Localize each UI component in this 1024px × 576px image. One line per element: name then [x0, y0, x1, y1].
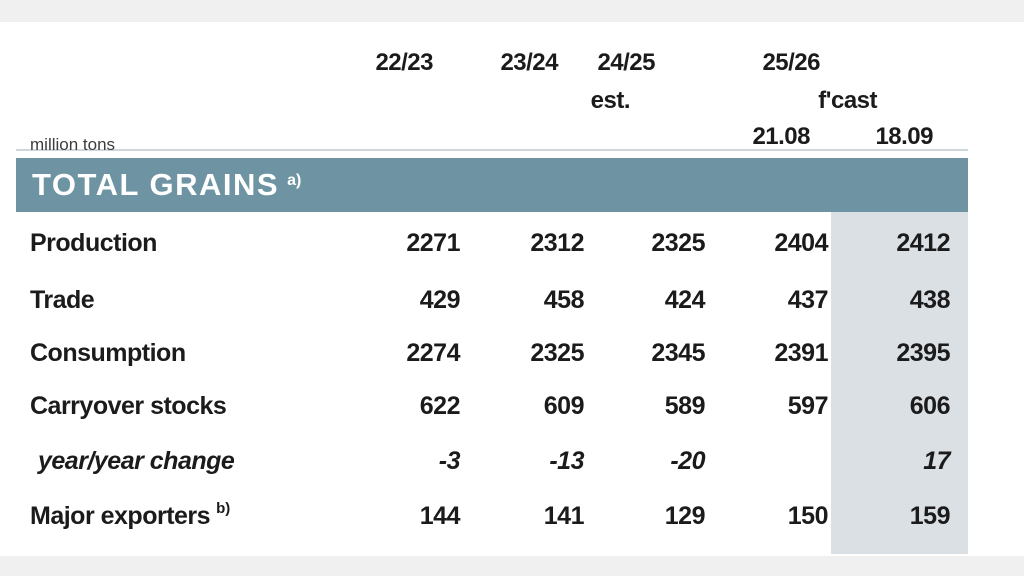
row-value: 2404: [774, 228, 828, 257]
row-value: 622: [419, 391, 461, 420]
row-value: -3: [438, 446, 461, 475]
table-row-trade: Trade 429 458 424 437 438: [16, 274, 968, 327]
section-title: TOTAL GRAINS: [32, 167, 280, 202]
row-value: 609: [543, 391, 585, 420]
row-label: Carryover stocks: [30, 391, 227, 420]
row-value: 2345: [651, 339, 705, 367]
row-value: 2274: [406, 339, 460, 367]
table-row-production: Production 2271 2312 2325 2404 2412: [16, 212, 968, 274]
row-label: Consumption: [30, 339, 186, 367]
col-header-year-4: 25/26: [762, 49, 820, 76]
row-value: 424: [664, 286, 706, 314]
row-value: -20: [670, 446, 705, 475]
unit-label: million tons: [30, 135, 116, 154]
row-value: 437: [787, 286, 829, 314]
col-header-year-1: 22/23: [375, 49, 433, 76]
estimate-label: est.: [590, 87, 631, 114]
row-label-text: Major exporters: [30, 502, 211, 530]
row-value-forecast: 2412: [896, 228, 950, 257]
col-header-year-3: 24/25: [597, 49, 655, 76]
forecast-date-2: 18.09: [875, 123, 933, 150]
table-row-consumption: Consumption 2274 2325 2345 2391 2395: [16, 327, 968, 380]
row-label: Major exporters b): [16, 490, 330, 543]
row-label: year/year change: [38, 446, 235, 475]
top-margin-strip: [0, 0, 1024, 22]
row-value-forecast: 606: [909, 391, 951, 420]
row-value-forecast: 17: [923, 446, 950, 475]
row-value: 129: [664, 502, 706, 530]
row-value: 2271: [406, 228, 460, 257]
header-row-dates: million tons 21.08 18.09: [16, 116, 968, 158]
header-divider-line: [16, 149, 968, 151]
row-value: 150: [787, 502, 829, 530]
row-value: 429: [419, 286, 461, 314]
row-value: 2325: [530, 339, 584, 367]
section-header-bar: TOTAL GRAINS a): [16, 158, 968, 212]
forecast-label: f'cast: [818, 87, 877, 114]
row-value: 2391: [774, 339, 828, 367]
section-footnote-marker: a): [287, 172, 302, 189]
table-row-carryover-stocks: Carryover stocks 622 609 589 597 606: [16, 380, 968, 432]
row-value: 141: [543, 502, 585, 530]
row-value-forecast: 438: [909, 286, 951, 314]
row-value: 144: [419, 502, 461, 530]
bottom-margin-strip: [0, 556, 1024, 576]
section-header-row: TOTAL GRAINS a): [16, 158, 968, 212]
header-row-years: 22/23 23/24 24/25 25/26: [16, 40, 968, 86]
row-value: -13: [549, 446, 584, 475]
row-label: Trade: [30, 286, 95, 314]
col-header-year-2: 23/24: [500, 49, 558, 76]
table-row-major-exporters: Major exporters b) 144 141 129 150 159: [16, 490, 968, 543]
row-value-forecast: 2395: [896, 339, 950, 367]
forecast-date-1: 21.08: [752, 123, 810, 150]
forecast-highlight-column: [831, 212, 968, 554]
grains-table: 22/23 23/24 24/25 25/26 est. f'cast mill…: [16, 40, 968, 543]
row-label: Production: [30, 228, 157, 257]
row-value: 2312: [530, 228, 584, 257]
row-value: 458: [543, 286, 585, 314]
table-row-year-change: year/year change -3 -13 -20 17: [16, 432, 968, 490]
row-value-forecast: 159: [909, 502, 951, 530]
row-footnote-marker: b): [216, 500, 231, 517]
row-value: 597: [787, 391, 829, 420]
header-row-qualifiers: est. f'cast: [16, 86, 968, 116]
row-value: [705, 432, 828, 490]
row-value: 589: [664, 391, 706, 420]
row-value: 2325: [651, 228, 705, 257]
